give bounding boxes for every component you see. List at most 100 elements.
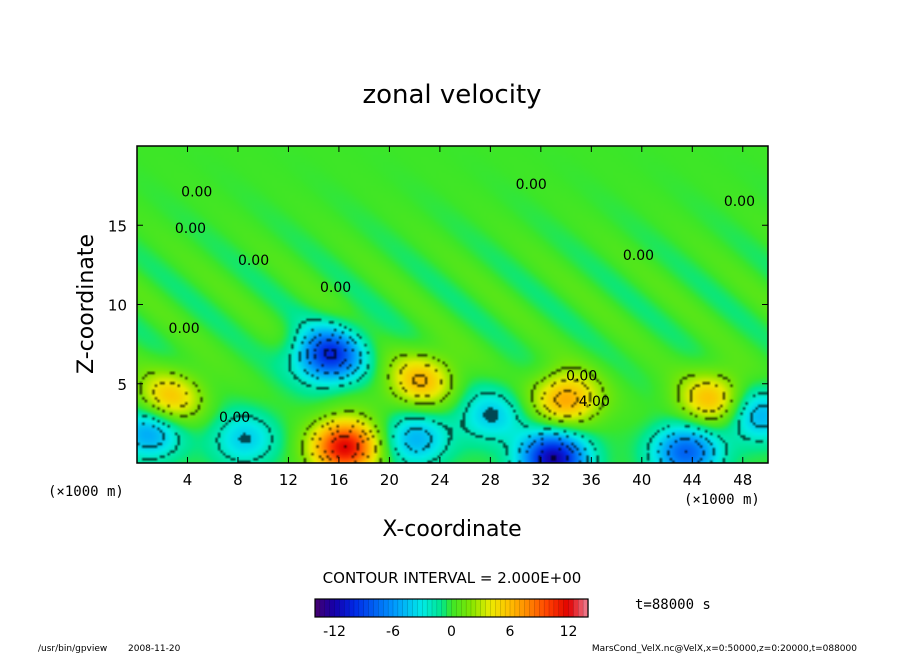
colorbar-cell bbox=[373, 598, 380, 618]
chart-title: zonal velocity bbox=[362, 80, 541, 110]
y-axis-ticks: 5 10 15 bbox=[108, 217, 768, 394]
contour-label: 0.00 bbox=[516, 177, 547, 193]
x-tick-label: 20 bbox=[380, 471, 399, 489]
colorbar-cell bbox=[319, 598, 326, 618]
colorbar-cell bbox=[392, 598, 399, 618]
colorbar-cell bbox=[578, 598, 584, 618]
colorbar-cell bbox=[378, 598, 384, 618]
colorbar-cell bbox=[534, 598, 540, 618]
colorbar-cell bbox=[383, 598, 389, 618]
contour-label: 0.00 bbox=[320, 280, 351, 296]
colorbar-cell bbox=[461, 598, 467, 618]
colorbar-cell bbox=[558, 598, 565, 618]
y-tick-label: 15 bbox=[108, 217, 127, 235]
colorbar: -12 -6 0 6 12 bbox=[314, 598, 589, 640]
colorbar-cell bbox=[348, 598, 355, 618]
colorbar-cell bbox=[363, 598, 370, 618]
colorbar-cell bbox=[417, 598, 423, 618]
colorbar-cell bbox=[573, 598, 579, 618]
colorbar-cell bbox=[426, 598, 433, 618]
x-tick-label: 48 bbox=[733, 471, 752, 489]
x-tick-label: 8 bbox=[233, 471, 243, 489]
x-axis-ticks: 4 8 12 16 20 24 28 32 36 40 44 48 bbox=[183, 146, 752, 489]
x-unit-right: (×1000 m) bbox=[684, 492, 760, 508]
colorbar-cell bbox=[436, 598, 443, 618]
colorbar-cell bbox=[563, 598, 570, 618]
colorbar-cell bbox=[314, 598, 321, 618]
contour-label: 0.00 bbox=[175, 221, 206, 237]
colorbar-cell bbox=[431, 598, 438, 618]
colorbar-cell bbox=[368, 598, 375, 618]
colorbar-tick-label: -12 bbox=[323, 624, 346, 640]
colorbar-ticks: -12 -6 0 6 12 bbox=[323, 624, 577, 640]
colorbar-cell bbox=[490, 598, 497, 618]
colorbar-cell bbox=[495, 598, 501, 618]
colorbar-cell bbox=[324, 598, 331, 618]
colorbar-cell bbox=[329, 598, 336, 618]
contour-labels: 0.00 0.00 0.00 0.00 0.00 0.00 0.00 0.00 0.00 0.00… bbox=[169, 177, 755, 426]
x-tick-label: 24 bbox=[430, 471, 449, 489]
time-label: t=88000 s bbox=[635, 597, 711, 613]
colorbar-cell bbox=[470, 598, 477, 618]
colorbar-cell bbox=[397, 598, 404, 618]
colorbar-cell bbox=[500, 598, 506, 618]
velocity-field bbox=[137, 146, 768, 463]
colorbar-cell bbox=[480, 598, 487, 618]
colorbar-cell bbox=[407, 598, 414, 618]
colorbar-cell bbox=[456, 598, 462, 618]
colorbar-cell bbox=[441, 598, 448, 618]
colorbar-cell bbox=[422, 598, 428, 618]
footer-program: /usr/bin/gpview bbox=[38, 644, 107, 654]
contour-label: 0.00 bbox=[181, 185, 212, 201]
colorbar-cell bbox=[539, 598, 545, 618]
footer-source: MarsCond_VelX.nc@VelX,x=0:50000,z=0:2000… bbox=[592, 644, 857, 654]
colorbar-cell bbox=[504, 598, 511, 618]
contour-label: 0.00 bbox=[623, 248, 654, 264]
x-tick-label: 32 bbox=[531, 471, 550, 489]
colorbar-cell bbox=[524, 598, 531, 618]
x-tick-label: 44 bbox=[683, 471, 702, 489]
colorbar-cell bbox=[344, 598, 350, 618]
contour-label: 0.00 bbox=[219, 410, 250, 426]
colorbar-tick-label: -6 bbox=[386, 624, 400, 640]
colorbar-cell bbox=[412, 598, 419, 618]
colorbar-cell bbox=[465, 598, 472, 618]
colorbar-cell bbox=[339, 598, 345, 618]
x-tick-label: 16 bbox=[329, 471, 348, 489]
x-tick-label: 4 bbox=[183, 471, 193, 489]
colorbar-cell bbox=[529, 598, 536, 618]
plot-area: 0.00 0.00 0.00 0.00 0.00 0.00 0.00 0.00 0.00 0.00… bbox=[108, 145, 769, 489]
colorbar-frame bbox=[314, 598, 589, 618]
colorbar-cell bbox=[387, 598, 394, 618]
colorbar-cell bbox=[446, 598, 453, 618]
colorbar-cell bbox=[553, 598, 560, 618]
x-unit-left: (×1000 m) bbox=[48, 484, 124, 500]
colorbar-tick-label: 6 bbox=[506, 624, 515, 640]
x-tick-label: 36 bbox=[582, 471, 601, 489]
contour-label: 0.00 bbox=[724, 194, 755, 210]
contour-label: 0.00 bbox=[238, 253, 269, 269]
colorbar-cell bbox=[358, 598, 365, 618]
colorbar-cell bbox=[514, 598, 521, 618]
colorbar-cell bbox=[475, 598, 482, 618]
y-axis-label: Z-coordinate bbox=[74, 234, 99, 374]
colorbar-cell bbox=[451, 598, 458, 618]
footer-date: 2008-11-20 bbox=[128, 644, 181, 654]
contour-label: 4.00 bbox=[579, 394, 610, 410]
contour-label: 0.00 bbox=[566, 369, 597, 385]
colorbar-cell bbox=[334, 598, 341, 618]
colorbar-tick-label: 12 bbox=[560, 624, 578, 640]
colorbar-cell bbox=[568, 598, 575, 618]
colorbar-cell bbox=[485, 598, 492, 618]
y-tick-label: 5 bbox=[117, 376, 127, 394]
colorbar-cell bbox=[353, 598, 360, 618]
colorbar-cell bbox=[509, 598, 516, 618]
contour-label: 0.00 bbox=[169, 321, 200, 337]
colorbar-cell bbox=[543, 598, 550, 618]
colorbar-cell bbox=[548, 598, 555, 618]
colorbar-cells bbox=[314, 598, 589, 618]
x-tick-label: 12 bbox=[279, 471, 298, 489]
x-axis-label: X-coordinate bbox=[382, 517, 521, 542]
colorbar-cell bbox=[402, 598, 409, 618]
